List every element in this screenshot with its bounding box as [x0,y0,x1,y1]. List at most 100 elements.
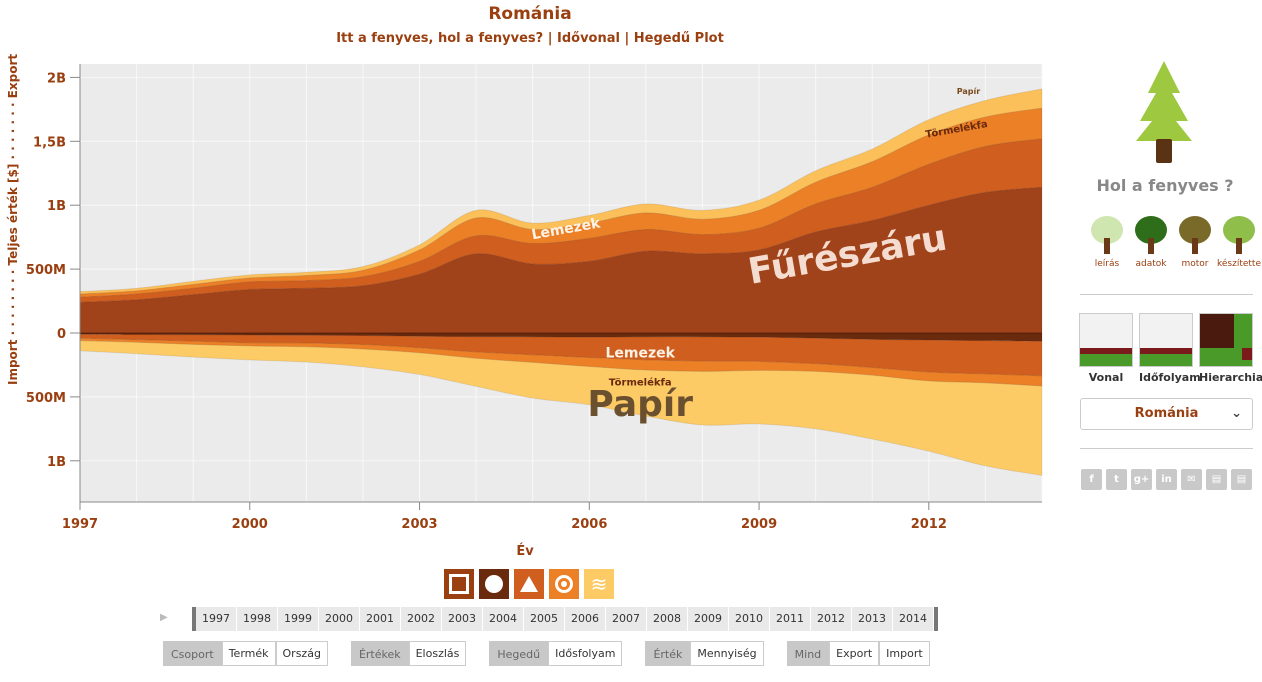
timeline-bar[interactable]: 1997 1998 1999 2000 2001 2002 2003 2004 2005 2006… [192,607,938,631]
timeline-year[interactable]: 1998 [237,607,278,631]
control-button-ország[interactable]: Ország [275,641,328,666]
y-tick-label: 500M [26,391,66,406]
violin-chart: 2B 1,5B 1B 500M 0 500M 1B 1997 2000 2003 2006 2009 2… [26,64,1043,532]
control-group: Csoport Termék Ország [163,641,328,666]
timeline-year[interactable]: 2002 [401,607,442,631]
y-tick-label: 0 [57,327,66,342]
control-group-label[interactable]: Csoport [163,641,222,666]
control-group-label[interactable]: Értékek [350,641,409,666]
googleplus-icon[interactable]: g+ [1131,469,1152,490]
timeline-year[interactable]: 2001 [360,607,401,631]
y-tick-label: 500M [26,263,66,278]
chart-type-icons: ≋ [444,569,614,599]
circle-icon[interactable] [479,569,509,599]
area-label: Törmelékfa [609,376,672,388]
view-vonal[interactable]: Vonal [1079,313,1133,384]
share-bar: f t g+ in ✉ ▤ ▤ [1081,469,1252,490]
control-group-label[interactable]: Érték [645,641,691,666]
timeline-year[interactable]: 1997 [196,607,237,631]
control-group-label[interactable]: Hegedű [489,641,549,666]
divider [1080,294,1253,295]
x-tick-label: 2000 [232,517,268,532]
nav-item-label: motor [1181,259,1209,269]
json-icon[interactable]: ▤ [1231,469,1252,490]
view-hierarchia[interactable]: Hierarchia [1199,313,1262,384]
nav-item-label: adatok [1135,259,1167,269]
y-axis-label: Import · · · · · · · · Teljes érték [$] … [6,53,20,385]
x-tick-label: 2006 [571,517,607,532]
tree-icon [1135,216,1167,254]
control-group: Érték Mennyiség [645,641,764,666]
view-switcher: Vonal Időfolyam Hierarchia [1079,313,1262,384]
timeline-year[interactable]: 2012 [811,607,852,631]
timeline-year[interactable]: 2009 [688,607,729,631]
control-group-label[interactable]: Mind [786,641,830,666]
x-axis-label: Év [516,544,534,559]
y-tick-label: 2B [47,71,66,86]
timeline-year[interactable]: 2006 [565,607,606,631]
page-title: Románia [488,4,572,24]
export-area-papír [79,88,1043,295]
control-button-idősfolyam[interactable]: Idősfolyam [548,641,623,666]
timeline-year[interactable]: 2004 [483,607,524,631]
control-button-export[interactable]: Export [829,641,880,666]
nav-item-készítette[interactable]: készítette [1217,214,1261,269]
control-group: Mind Export Import [786,641,930,666]
view-thumbnail [1079,313,1133,367]
tree-icon [1223,216,1255,254]
area-label: Papír [587,384,693,425]
timeline-year[interactable]: 2013 [852,607,893,631]
y-tick-label: 1B [47,199,66,214]
mail-icon[interactable]: ✉ [1181,469,1202,490]
tree-logo-icon [1136,61,1192,163]
area-label: Papír [957,87,981,96]
country-select[interactable]: Románia ⌄ [1080,398,1253,430]
control-groups: Csoport Termék Ország Értékek Eloszlás Hegedű… [163,641,953,666]
triangle-icon[interactable] [514,569,544,599]
area-label: Lemezek [605,345,675,361]
page-subtitle: Itt a fenyves, hol a fenyves? | Idővonal… [336,31,724,46]
view-időfolyam[interactable]: Időfolyam [1139,313,1201,384]
nav-item-leírás[interactable]: leírás [1085,214,1129,269]
y-tick-label: 1,5B [33,135,66,150]
x-tick-label: 1997 [62,517,98,532]
x-tick-label: 2012 [911,517,947,532]
view-label: Időfolyam [1139,371,1201,384]
nav-item-label: leírás [1094,259,1120,269]
timeline-year[interactable]: 2014 [893,607,934,631]
timeline-year[interactable]: 2007 [606,607,647,631]
play-icon[interactable]: ▶ [160,612,168,623]
timeline-year[interactable]: 2000 [319,607,360,631]
wave-icon[interactable]: ≋ [584,569,614,599]
control-button-mennyiség[interactable]: Mennyiség [690,641,764,666]
linkedin-icon[interactable]: in [1156,469,1177,490]
x-tick-label: 2003 [401,517,437,532]
csv-icon[interactable]: ▤ [1206,469,1227,490]
sidebar-nav: leírás adatok motor készítette [1085,214,1261,269]
nav-item-adatok[interactable]: adatok [1129,214,1173,269]
tree-icon [1179,216,1211,254]
nav-item-motor[interactable]: motor [1173,214,1217,269]
ring-icon[interactable] [549,569,579,599]
timeline-year[interactable]: 1999 [278,607,319,631]
view-label: Hierarchia [1199,371,1262,384]
facebook-icon[interactable]: f [1081,469,1102,490]
control-button-termék[interactable]: Termék [221,641,276,666]
timeline-year[interactable]: 2003 [442,607,483,631]
divider [1080,448,1253,449]
view-label: Vonal [1088,371,1124,384]
square-icon[interactable] [444,569,474,599]
timeline-year[interactable]: 2005 [524,607,565,631]
control-button-import[interactable]: Import [879,641,930,666]
timeline-year[interactable]: 2008 [647,607,688,631]
country-select-value: Románia [1134,406,1199,421]
sidebar-title: Hol a fenyves ? [1096,176,1234,195]
x-tick-label: 2009 [741,517,777,532]
control-group: Hegedű Idősfolyam [489,641,623,666]
twitter-icon[interactable]: t [1106,469,1127,490]
timeline-year[interactable]: 2011 [770,607,811,631]
control-button-eloszlás[interactable]: Eloszlás [408,641,467,666]
control-group: Értékek Eloszlás [350,641,467,666]
timeline-year[interactable]: 2010 [729,607,770,631]
view-thumbnail [1139,313,1193,367]
